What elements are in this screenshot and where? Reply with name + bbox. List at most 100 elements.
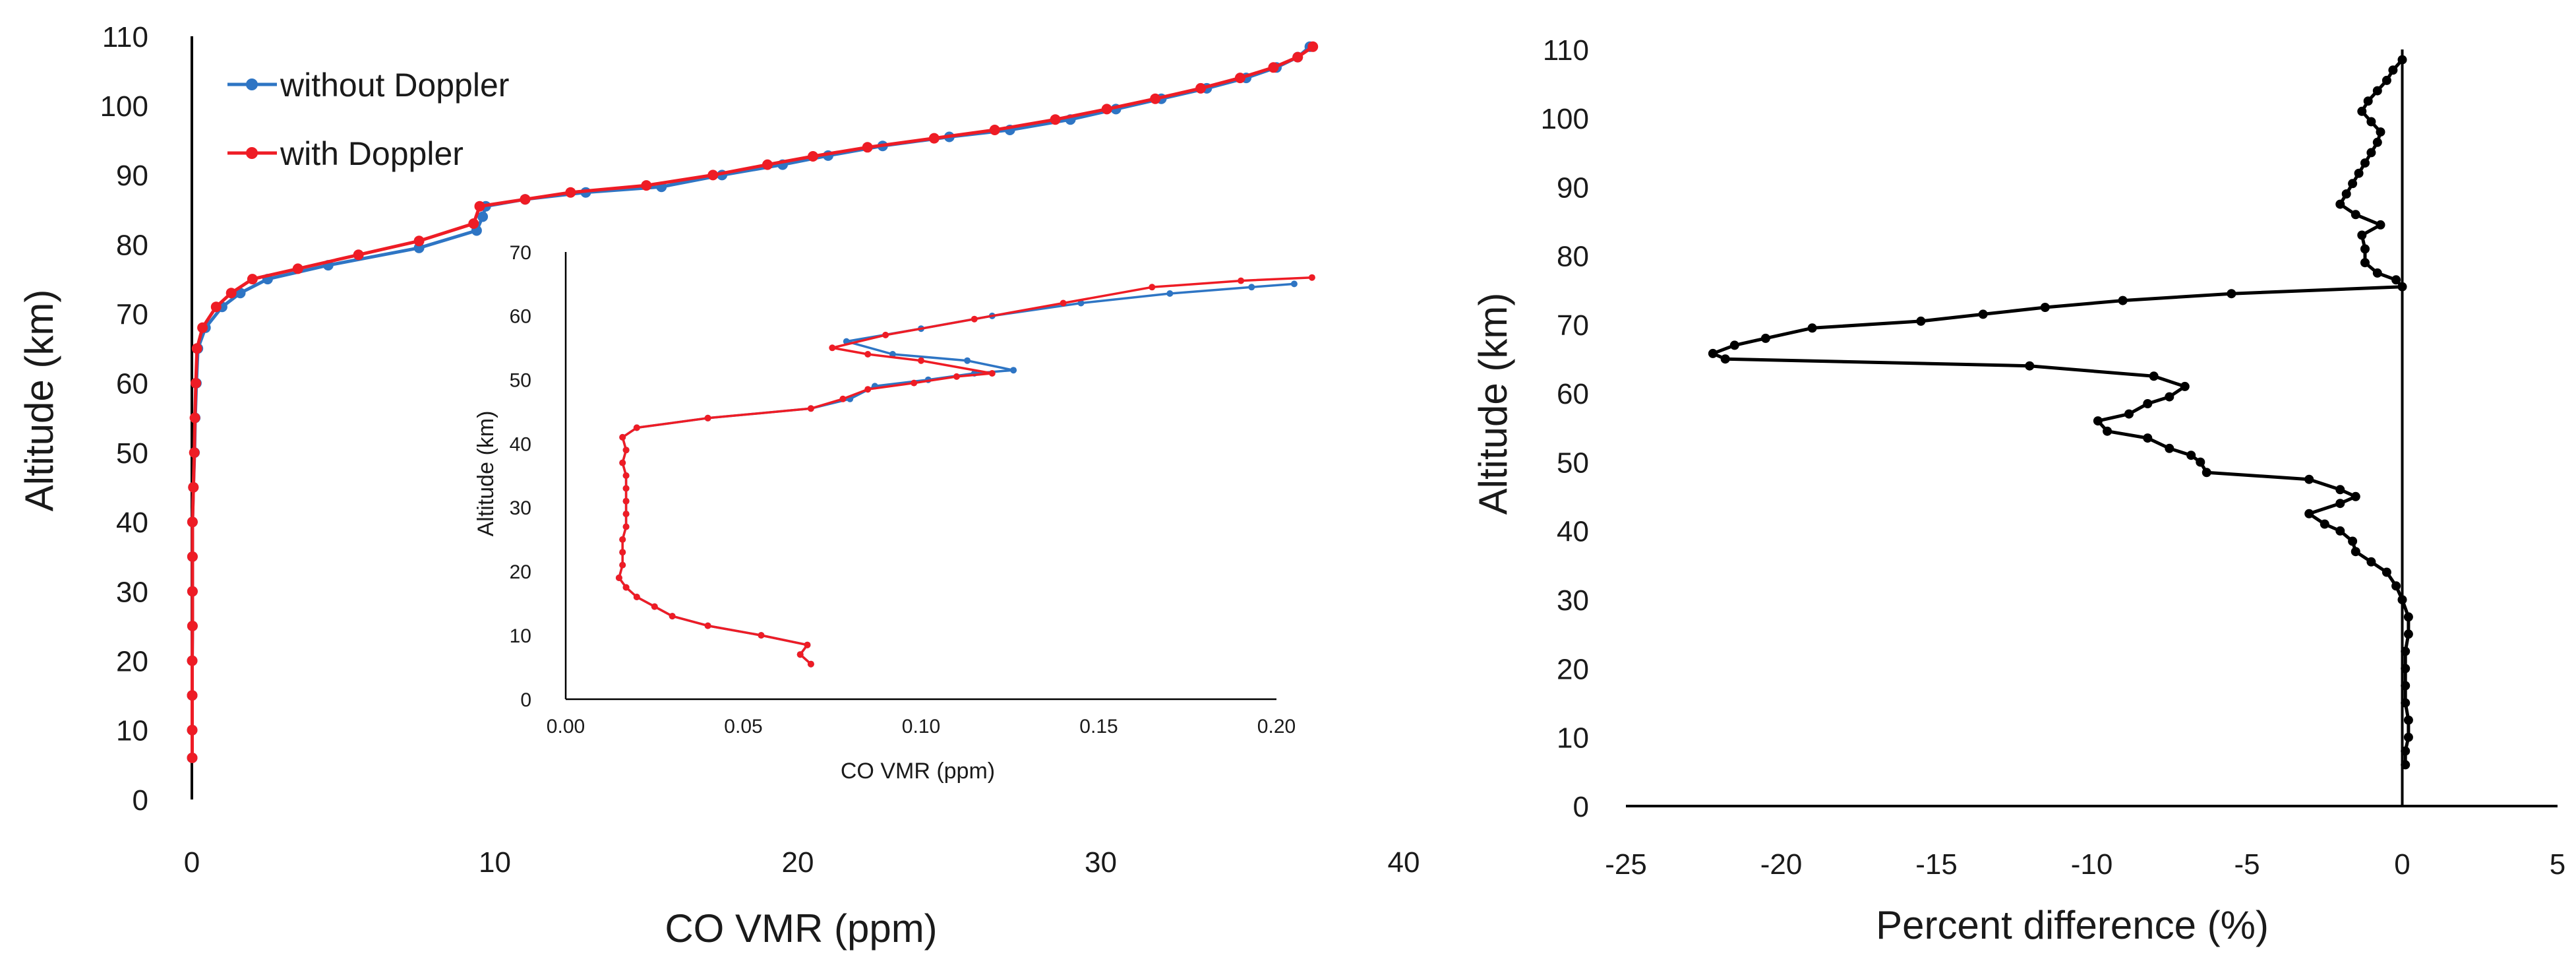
- legend-label-with-doppler: with Doppler: [280, 135, 464, 172]
- difference-chart-data-point-percent-difference: [1807, 323, 1817, 333]
- main-chart-data-point-with-doppler: [210, 301, 222, 313]
- difference-chart-data-point-percent-difference: [2381, 75, 2391, 85]
- difference-chart-data-point-percent-difference: [1760, 333, 1770, 343]
- difference-chart-x-tick-label: -20: [1760, 848, 1803, 881]
- difference-chart-data-point-percent-difference: [2376, 220, 2385, 230]
- inset-chart-data-point-with-doppler: [829, 344, 836, 352]
- difference-chart-data-point-percent-difference: [2397, 595, 2407, 605]
- difference-chart-data-point-percent-difference: [2186, 451, 2196, 460]
- difference-chart-data-point-percent-difference: [2143, 433, 2153, 443]
- main-chart-data-point-with-doppler: [1268, 62, 1279, 73]
- difference-chart-x-tick-label: -15: [1915, 848, 1958, 881]
- inset-chart-data-point-with-doppler: [622, 472, 630, 479]
- inset-chart-data-point-with-doppler: [619, 536, 626, 543]
- main-chart-data-point-with-doppler: [187, 621, 198, 631]
- inset-chart-data-point-with-doppler: [882, 331, 889, 338]
- main-chart-y-tick-label: 30: [116, 576, 148, 608]
- main-chart-x-tick-label: 20: [782, 846, 814, 879]
- difference-chart-y-tick-label: 100: [1541, 103, 1589, 135]
- main-chart-data-point-with-doppler: [292, 263, 303, 274]
- main-chart-x-tick-label: 10: [479, 846, 511, 879]
- difference-chart-data-point-percent-difference: [2093, 416, 2103, 426]
- difference-chart-data-point-percent-difference: [2143, 399, 2153, 408]
- difference-chart-data-point-percent-difference: [2366, 557, 2376, 567]
- main-chart-data-point-with-doppler: [187, 724, 198, 735]
- main-chart-data-point-with-doppler: [1234, 73, 1245, 84]
- difference-chart-data-point-percent-difference: [2401, 746, 2411, 756]
- difference-chart-data-point-percent-difference: [2304, 474, 2314, 484]
- difference-chart-x-tick-label: -25: [1605, 848, 1647, 881]
- difference-chart-data-point-percent-difference: [2372, 137, 2382, 147]
- main-chart-y-tick-label: 10: [116, 715, 148, 747]
- difference-chart-y-tick-label: 80: [1557, 241, 1589, 273]
- main-chart-y-tick-label: 70: [116, 299, 148, 331]
- inset-chart-y-axis-title: Altitude (km): [473, 411, 498, 537]
- inset-chart-data-point-with-doppler: [758, 632, 765, 639]
- main-chart-y-tick-label: 50: [116, 437, 148, 470]
- inset-chart-y-tick-labels: 0 10 20 30 40 50 60 70: [510, 242, 531, 711]
- difference-chart-data-point-percent-difference: [2165, 392, 2174, 402]
- inset-chart-y-tick-label: 40: [510, 433, 531, 455]
- difference-chart-data-point-percent-difference: [2351, 210, 2360, 220]
- difference-chart-y-tick-label: 50: [1557, 447, 1589, 479]
- main-chart-data-point-with-doppler: [187, 690, 198, 701]
- difference-chart-y-tick-label: 30: [1557, 584, 1589, 617]
- main-chart-data-point-with-doppler: [762, 159, 773, 170]
- difference-chart-data-point-percent-difference: [2357, 106, 2367, 116]
- difference-chart-data-point-percent-difference: [2103, 426, 2112, 436]
- main-chart-y-tick-label: 110: [102, 21, 148, 53]
- main-chart-data-point-with-doppler: [862, 142, 873, 153]
- difference-chart-data-point-percent-difference: [2202, 468, 2211, 478]
- difference-chart-data-point-percent-difference: [2376, 127, 2385, 137]
- main-chart-data-point-with-doppler: [353, 249, 364, 261]
- inset-chart-axes: [564, 252, 1276, 701]
- inset-chart-data-point-with-doppler: [1149, 284, 1156, 291]
- difference-chart-data-point-percent-difference: [2401, 664, 2411, 673]
- main-chart-data-point-with-doppler: [989, 125, 1000, 135]
- difference-chart-data-point-percent-difference: [1720, 354, 1730, 364]
- difference-chart-y-tick-label: 10: [1557, 722, 1589, 755]
- inset-chart-y-tick-label: 50: [510, 370, 531, 392]
- legend-marker-without-doppler: [246, 78, 258, 90]
- inset-chart-data-point-with-doppler: [864, 351, 872, 358]
- inset-chart-data-point-with-doppler: [988, 370, 996, 377]
- difference-chart-data-point-percent-difference: [2401, 646, 2411, 656]
- legend-label-without-doppler: without Doppler: [280, 67, 509, 104]
- difference-chart-data-point-percent-difference: [2149, 371, 2159, 381]
- difference-chart-x-tick-label: 0: [2394, 848, 2410, 881]
- inset-chart-x-tick-label: 0.05: [724, 716, 762, 737]
- main-chart-y-tick-label: 80: [116, 229, 148, 261]
- difference-chart-data-point-percent-difference: [1708, 348, 1718, 358]
- inset-chart-y-tick-label: 20: [510, 561, 531, 583]
- main-chart-x-tick-labels: 0 10 20 30 40: [184, 846, 1420, 879]
- difference-chart-data-point-percent-difference: [1729, 340, 1739, 350]
- inset-chart-data-point-with-doppler: [1238, 277, 1245, 284]
- main-chart-data-point-with-doppler: [808, 151, 818, 162]
- difference-chart-y-tick-label: 110: [1543, 34, 1589, 67]
- difference-chart-data-point-percent-difference: [2341, 189, 2351, 199]
- difference-chart-data-point-percent-difference: [2040, 303, 2050, 312]
- main-chart-legend: without Doppler with Doppler: [227, 67, 509, 172]
- main-chart-data-point-with-doppler: [1195, 82, 1207, 94]
- main-chart-data-point-with-doppler: [565, 187, 576, 198]
- difference-chart-y-axis-title: Altitude (km): [1471, 293, 1515, 515]
- inset-chart-data-point-with-doppler: [615, 575, 622, 581]
- main-chart-data-point-with-doppler: [474, 201, 485, 212]
- inset-chart-x-tick-labels: 0.00 0.05 0.10 0.15 0.20: [547, 716, 1296, 737]
- inset-chart-data-point-with-doppler: [619, 459, 626, 466]
- inset-chart-data-point-with-doppler: [911, 379, 918, 387]
- difference-chart-data-point-percent-difference: [2388, 65, 2398, 75]
- difference-chart-data-point-percent-difference: [2227, 289, 2236, 299]
- inset-chart-data-point-with-doppler: [804, 641, 811, 648]
- inset-chart-data-point-with-doppler: [807, 405, 814, 412]
- inset-chart-data-point-with-doppler: [953, 373, 960, 380]
- difference-chart-data-point-percent-difference: [2363, 96, 2373, 106]
- inset-chart-data-point-with-doppler: [622, 523, 630, 530]
- difference-chart-data-point-percent-difference: [2381, 567, 2391, 577]
- difference-chart-data-point-percent-difference: [2401, 681, 2411, 691]
- main-chart-data-point-with-doppler: [187, 551, 198, 562]
- inset-chart-data-point-with-doppler: [622, 447, 630, 454]
- main-chart-data-point-with-doppler: [641, 180, 652, 191]
